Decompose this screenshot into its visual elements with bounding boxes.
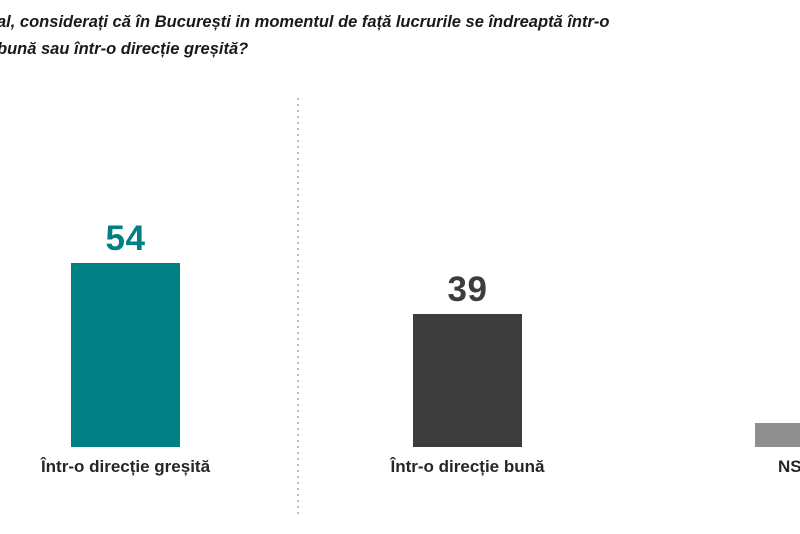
chart-title-line2: bună sau într-o direcție greșită? (0, 40, 249, 58)
dashed-divider (297, 98, 299, 517)
bar-value-directie-gresita: 54 (105, 219, 146, 258)
chart-title-line1: al, considerați că în București in momen… (0, 13, 610, 31)
bar-directie-buna (413, 314, 522, 447)
bar-label-directie-gresita: Într-o direcție greșită (40, 457, 211, 476)
bar-group-directie-gresita: 54 (71, 220, 180, 447)
bar-label-directie-buna: Într-o direcție bună (390, 457, 545, 476)
bar-label-ns: NS (778, 457, 800, 476)
bar-group-ns (755, 423, 800, 447)
bar-directie-gresita (71, 263, 180, 447)
bar-value-directie-buna: 39 (447, 270, 488, 309)
bar-ns (755, 423, 800, 447)
chart-title: al, considerați că în București in momen… (0, 9, 757, 63)
bar-group-directie-buna: 39 (413, 271, 522, 447)
